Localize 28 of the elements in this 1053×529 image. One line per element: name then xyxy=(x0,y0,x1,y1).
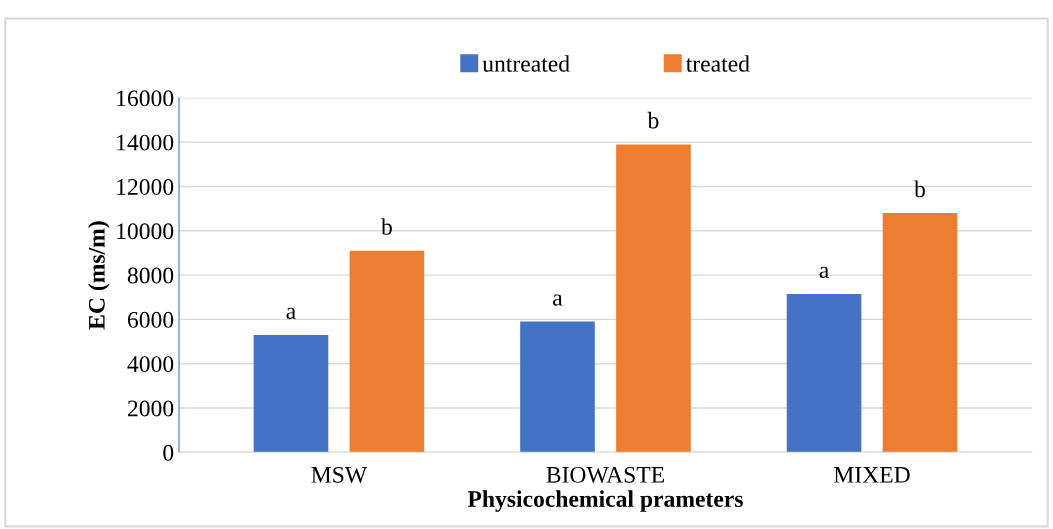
bar xyxy=(882,213,958,453)
bar xyxy=(520,321,595,453)
bar xyxy=(616,144,691,453)
y-tick-label: 6000 xyxy=(127,311,174,328)
y-tick-label: 16000 xyxy=(117,90,174,107)
y-tick-label: 14000 xyxy=(117,134,174,151)
y-tick-label: 4000 xyxy=(127,356,174,373)
bar xyxy=(786,293,862,453)
x-tick-label: BIOWASTE xyxy=(546,466,664,483)
bar xyxy=(349,250,425,453)
y-axis-title: EC (ms/m) xyxy=(88,221,110,330)
y-tick-label: 2000 xyxy=(127,400,174,417)
y-tick-label: 12000 xyxy=(117,178,174,195)
bar xyxy=(253,334,329,453)
data-label: a xyxy=(286,307,296,319)
data-label: a xyxy=(553,294,563,306)
y-tick-label: 8000 xyxy=(127,267,174,284)
data-label: a xyxy=(819,266,829,278)
legend-label: untreated xyxy=(482,55,570,72)
x-tick-label: MIXED xyxy=(834,467,910,483)
data-label: b xyxy=(381,218,392,235)
legend-label: treated xyxy=(685,55,750,72)
data-label: b xyxy=(914,180,925,198)
y-tick-label: 10000 xyxy=(117,223,174,240)
data-label: b xyxy=(647,111,659,129)
y-tick-label: 0 xyxy=(163,444,174,461)
x-axis-title: Physicochemical prameters xyxy=(467,490,743,512)
x-tick-label: MSW xyxy=(311,466,368,483)
